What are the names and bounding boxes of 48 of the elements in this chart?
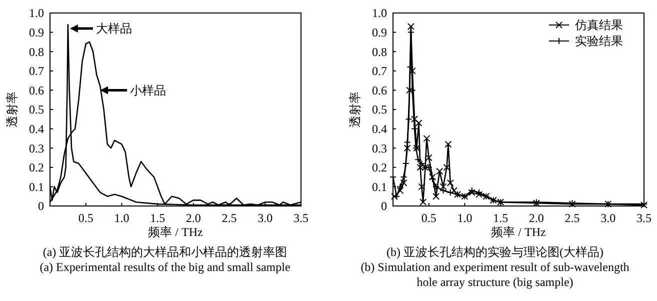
x-tick-label: 2.0 <box>528 211 544 225</box>
y-axis-title: 透射率 <box>5 92 19 128</box>
text: (b) Simulation and experiment result of sub-wavelength hole array structure (big sample) <box>360 260 630 289</box>
y-tick-label: 0.8 <box>29 44 44 59</box>
x-tick-label: 2.5 <box>222 211 237 225</box>
y-tick-label: 0.4 <box>29 122 44 136</box>
x-tick-label: 1.5 <box>150 211 166 225</box>
x-tick-label: 0.5 <box>421 211 436 225</box>
y-tick-label: 0 <box>381 199 387 214</box>
x-tick-label: 3.0 <box>600 211 616 225</box>
annotation: 大样品 <box>96 22 132 36</box>
y-tick-label: 0.2 <box>29 160 44 175</box>
annotation: 小样品 <box>130 83 166 98</box>
y-tick-label: 0.3 <box>372 141 387 156</box>
x-tick-label: 2.5 <box>564 211 580 225</box>
y-tick-label: 0.6 <box>29 83 44 98</box>
y-tick-label: 1.0 <box>372 6 387 20</box>
x-tick-label: 2.0 <box>186 211 201 225</box>
y-tick-label: 0.2 <box>372 160 387 175</box>
y-tick-label: 0.7 <box>372 64 387 78</box>
x-axis-title: 频率 / THz <box>148 225 203 239</box>
y-tick-label: 0.8 <box>372 44 387 59</box>
text: (a) 亚波长孔结构的大样品和小样品的透射率图 <box>42 245 288 259</box>
y-axis-title: 透射率 <box>348 92 362 128</box>
y-tick-label: 0.6 <box>372 83 387 98</box>
x-tick-label: 1.5 <box>493 211 508 225</box>
x-axis-title: 频率 / THz <box>491 225 546 239</box>
y-tick-label: 0.9 <box>29 26 44 40</box>
y-tick-label: 0.9 <box>372 26 387 40</box>
legend-label: 实验结果 <box>575 34 623 48</box>
y-tick-label: 0.1 <box>372 180 387 194</box>
y-tick-label: 0.5 <box>372 102 387 117</box>
x-tick-label: 1.0 <box>457 211 472 225</box>
x-tick-label: 1.0 <box>114 211 130 225</box>
x-tick-label: 3.0 <box>258 211 273 225</box>
text: (b) 亚波长孔结构的实验与理论图(大样品) <box>386 245 604 259</box>
y-tick-label: 0.5 <box>29 102 44 117</box>
y-tick-label: 0 <box>38 199 44 214</box>
x-tick-label: 0.5 <box>78 211 94 225</box>
y-tick-label: 1.0 <box>29 6 44 20</box>
y-tick-label: 0.4 <box>372 122 387 136</box>
legend-label: 仿真结果 <box>574 18 623 32</box>
y-tick-label: 0.1 <box>29 180 44 194</box>
x-tick-label: 3.5 <box>294 211 308 225</box>
y-tick-label: 0.7 <box>29 64 44 78</box>
y-tick-label: 0.3 <box>29 141 44 156</box>
text: (a) Experimental results of the big and small sample <box>40 260 290 274</box>
x-tick-label: 3.5 <box>636 211 652 225</box>
